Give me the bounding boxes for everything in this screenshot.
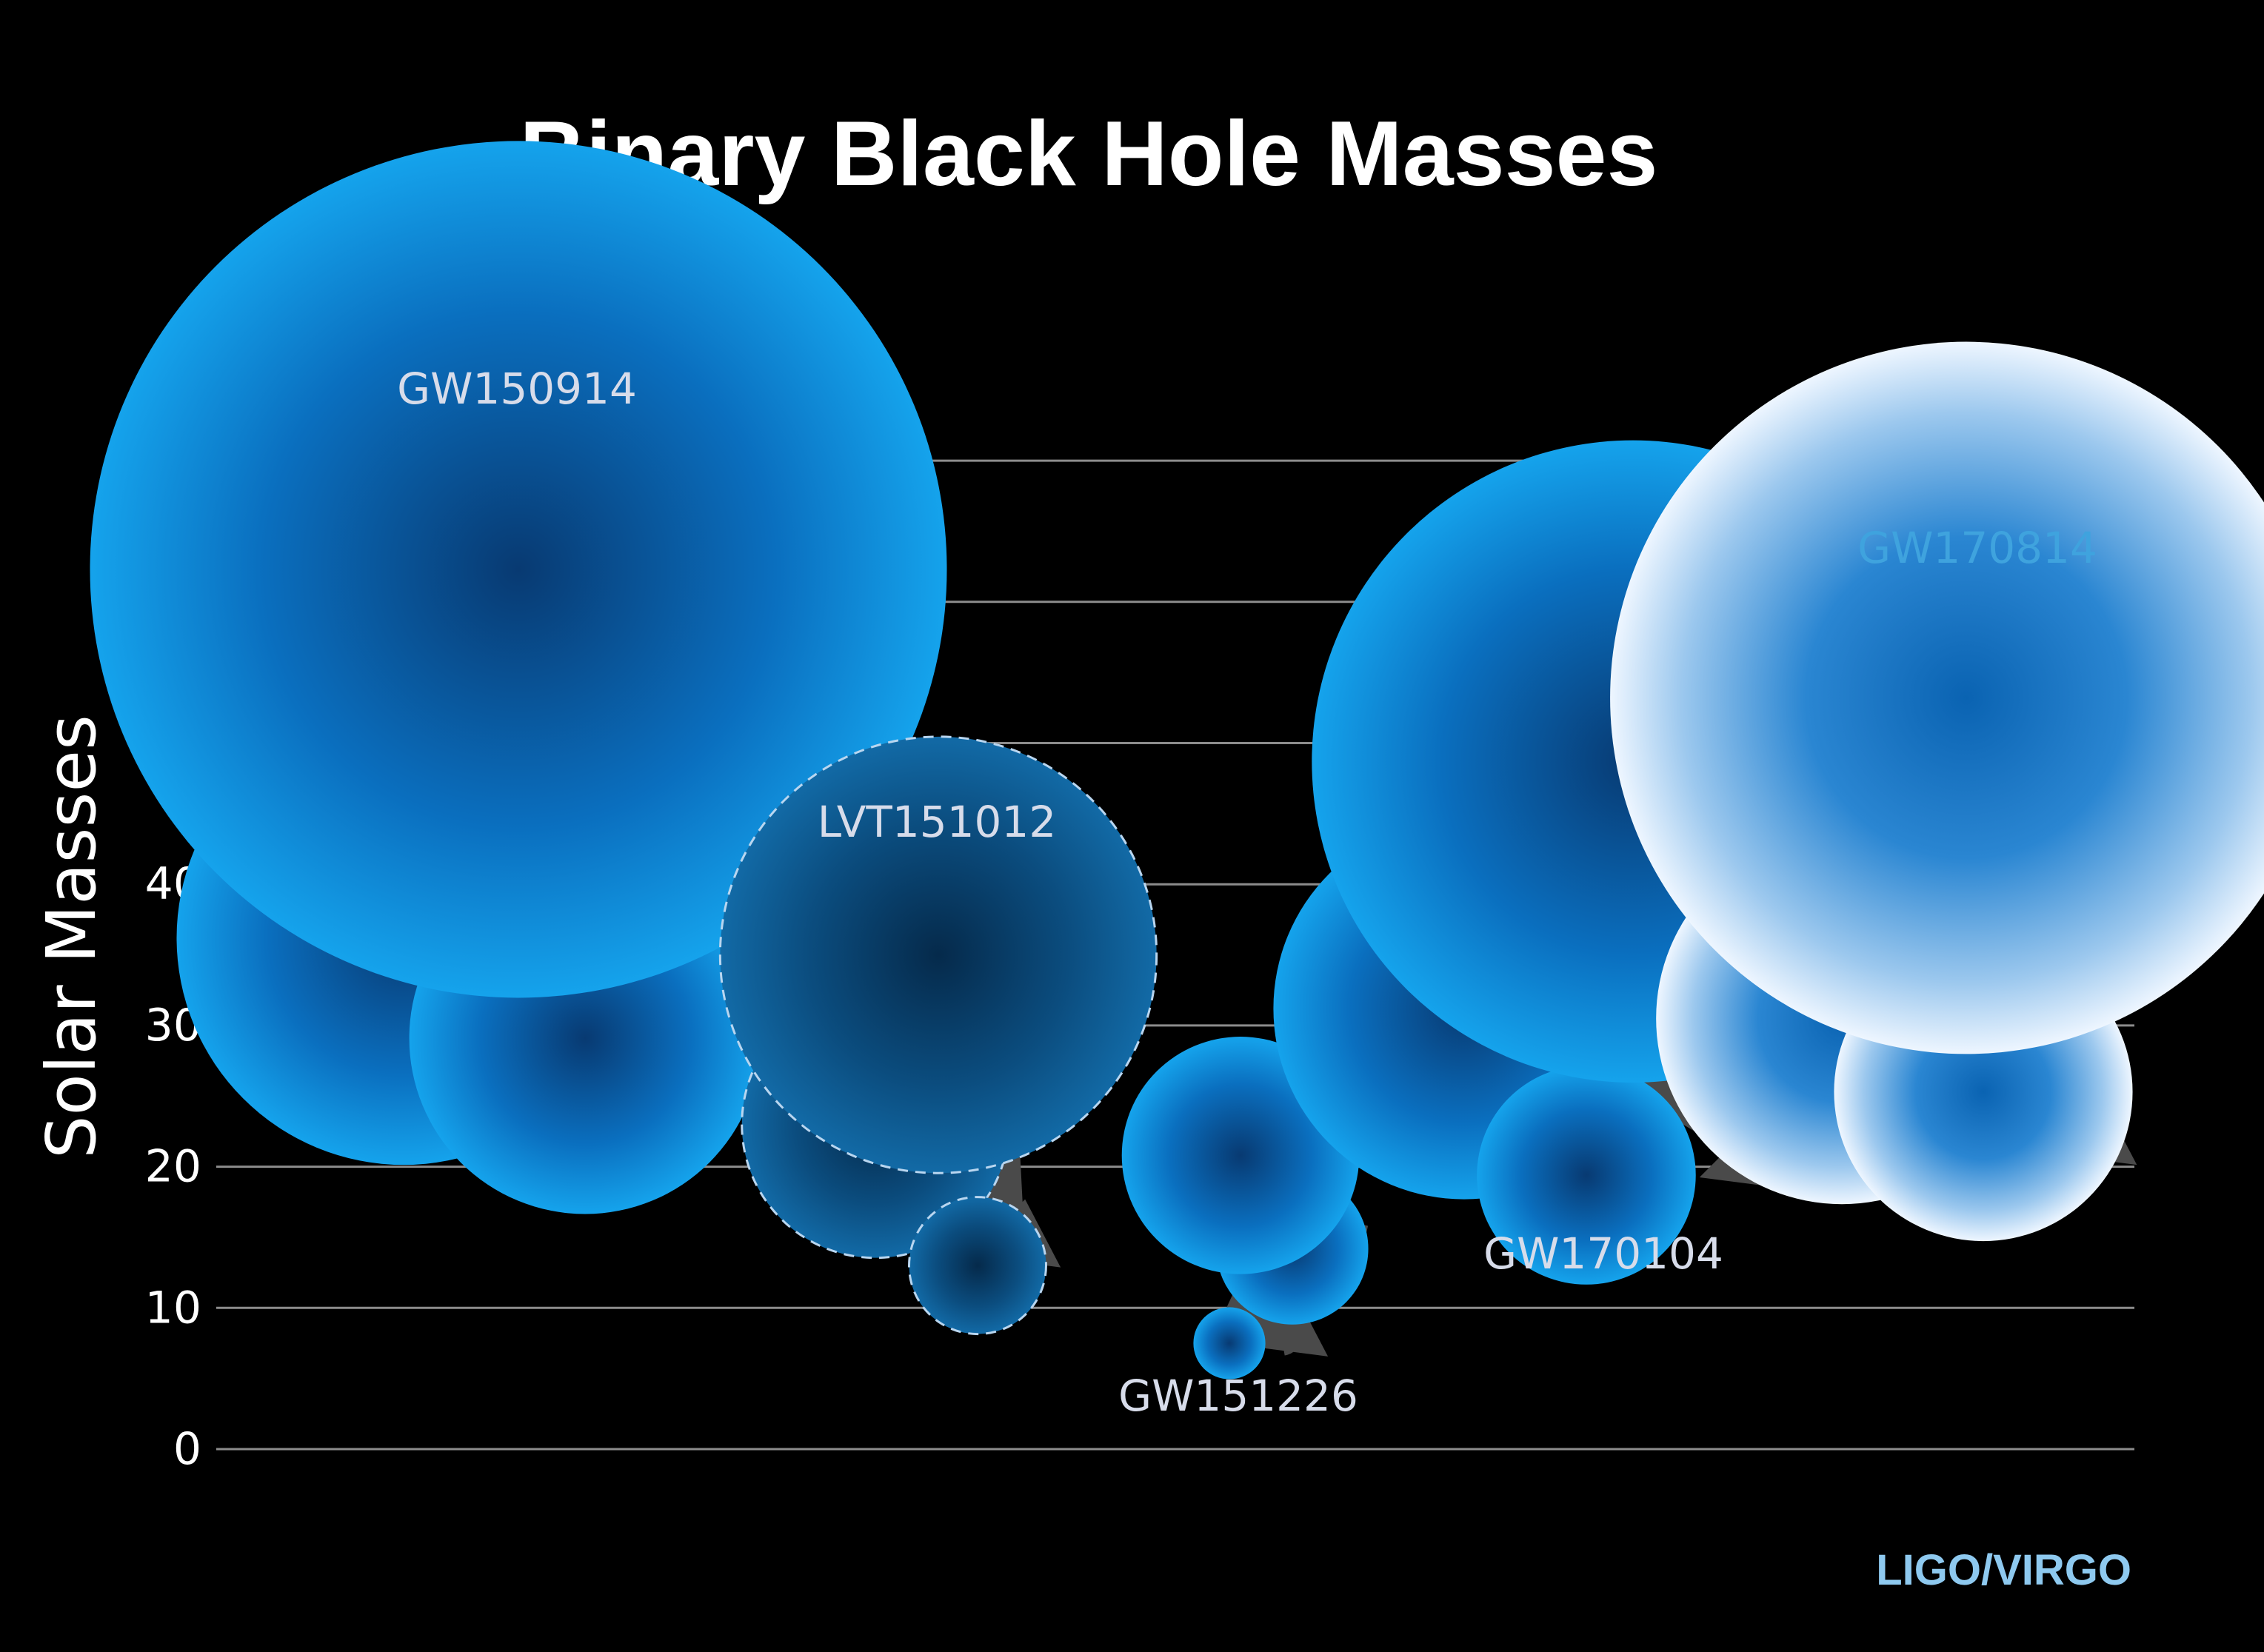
- final-black-hole: [90, 141, 947, 998]
- secondary-black-hole: [908, 1196, 1047, 1336]
- final-black-hole: [1610, 341, 2264, 1054]
- event-labels: GW150914 LVT151012 GW151226 GW170104 GW17081…: [397, 364, 2097, 1421]
- mass-bubbles: [90, 141, 2264, 1380]
- event-label: GW170104: [1483, 1228, 1723, 1279]
- secondary-black-hole: [1193, 1307, 1266, 1380]
- y-tick-label: 20: [145, 1141, 201, 1193]
- event-label: GW150914: [397, 364, 637, 414]
- secondary-black-hole: [1477, 1066, 1696, 1285]
- event-label: GW170814: [1857, 523, 2097, 573]
- final-black-hole: [718, 735, 1158, 1174]
- credit-label: LIGO/VIRGO: [1876, 1546, 2131, 1594]
- y-tick-label: 0: [173, 1423, 201, 1475]
- event-label: GW151226: [1118, 1371, 1358, 1421]
- y-tick-label: 10: [145, 1282, 201, 1334]
- event-label: LVT151012: [818, 797, 1056, 847]
- y-axis-label: Solar Masses: [32, 715, 111, 1159]
